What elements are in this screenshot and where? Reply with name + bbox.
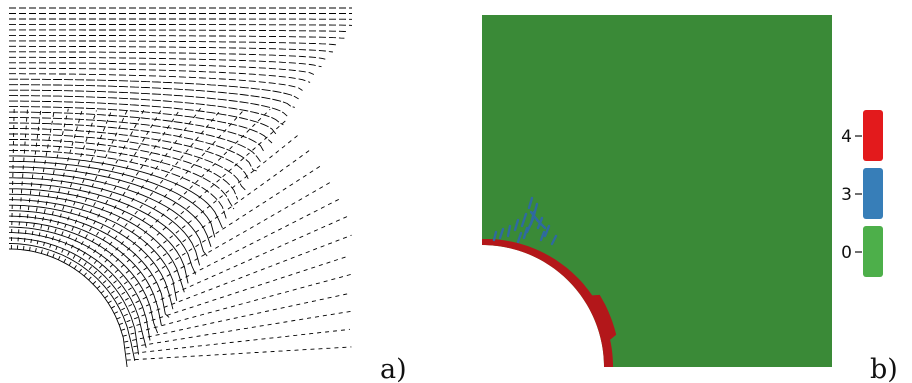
field-line	[100, 135, 298, 294]
field-line	[9, 199, 178, 301]
field-line	[9, 89, 288, 117]
field-line	[107, 166, 321, 304]
crack-marks	[492, 196, 558, 246]
field-line	[96, 120, 286, 289]
field-line	[9, 155, 223, 229]
field-line	[8, 237, 140, 355]
legend-swatch-4	[863, 110, 883, 161]
field-line	[9, 177, 201, 266]
field-line	[83, 108, 222, 277]
field-line	[10, 108, 15, 249]
panel-b-label: b)	[870, 354, 898, 383]
crack-mark	[506, 224, 512, 238]
crack-mark	[543, 224, 551, 238]
field-line	[73, 108, 181, 269]
boundary-damage-layer	[482, 239, 617, 367]
field-line	[78, 107, 201, 273]
field-line	[8, 221, 159, 334]
field-line	[126, 346, 352, 361]
field-line	[9, 84, 295, 108]
field-line	[9, 232, 147, 348]
field-line	[9, 23, 353, 26]
field-line	[9, 226, 151, 341]
field-line	[9, 34, 345, 39]
field-line	[92, 108, 271, 285]
crack-mark	[492, 230, 498, 242]
legend: 4 3 0	[841, 110, 883, 277]
crack-mark	[498, 227, 505, 240]
field-line	[9, 40, 337, 46]
legend-label-0: 0	[841, 243, 852, 263]
field-line	[9, 56, 322, 68]
field-line	[9, 67, 311, 83]
field-line	[9, 149, 227, 219]
crack-mark	[522, 226, 529, 240]
legend-label-3: 3	[841, 185, 852, 205]
field-line	[9, 29, 349, 33]
field-line	[88, 109, 245, 281]
legend-swatch-3	[863, 168, 883, 219]
field-line	[9, 128, 250, 181]
field-line	[121, 255, 350, 331]
crack-mark	[529, 210, 540, 223]
field-line	[46, 110, 97, 256]
field-line	[9, 78, 299, 100]
field-line	[9, 204, 174, 310]
crack-mark	[532, 202, 539, 217]
field-line	[124, 292, 351, 343]
field-line	[9, 51, 326, 60]
field-line	[68, 110, 162, 266]
field-line	[57, 109, 128, 260]
field-line	[52, 109, 113, 258]
field-line	[9, 62, 315, 75]
field-line	[8, 248, 128, 368]
field-line	[9, 106, 273, 144]
field-line	[116, 216, 348, 320]
field-line	[9, 45, 333, 53]
field-line	[111, 182, 331, 309]
field-line	[9, 188, 189, 284]
field-line	[9, 122, 257, 172]
crack-mark	[550, 234, 558, 246]
field-line	[114, 198, 340, 314]
crack-mark	[527, 196, 534, 210]
field-line	[29, 108, 55, 251]
field-line	[9, 182, 197, 275]
legend-swatch-0	[863, 226, 883, 277]
hole-quarter-circle	[482, 245, 604, 367]
field-line	[8, 166, 212, 247]
field-line	[9, 73, 303, 91]
field-line	[40, 109, 83, 254]
field-line	[34, 108, 69, 253]
crack-mark	[516, 231, 523, 244]
field-line	[9, 111, 265, 153]
legend-label-4: 4	[841, 127, 852, 147]
field-line	[63, 108, 146, 263]
field-line	[125, 310, 351, 349]
crack-mark	[539, 230, 546, 242]
panel-b-state-map	[482, 15, 832, 367]
panel-a-label: a)	[380, 354, 407, 383]
crack-mark	[513, 218, 520, 232]
field-line	[8, 215, 162, 326]
crack-mark	[520, 212, 528, 228]
field-line	[8, 193, 185, 293]
field-line	[9, 95, 284, 126]
field-line	[9, 100, 277, 135]
field-line	[104, 150, 310, 299]
field-line	[118, 234, 352, 326]
panel-a-field-lines	[8, 7, 353, 368]
field-line	[9, 160, 216, 238]
field-line	[9, 171, 208, 257]
field-line	[126, 328, 350, 355]
field-line	[8, 243, 136, 361]
field-line	[9, 210, 170, 318]
field-line	[9, 139, 239, 200]
